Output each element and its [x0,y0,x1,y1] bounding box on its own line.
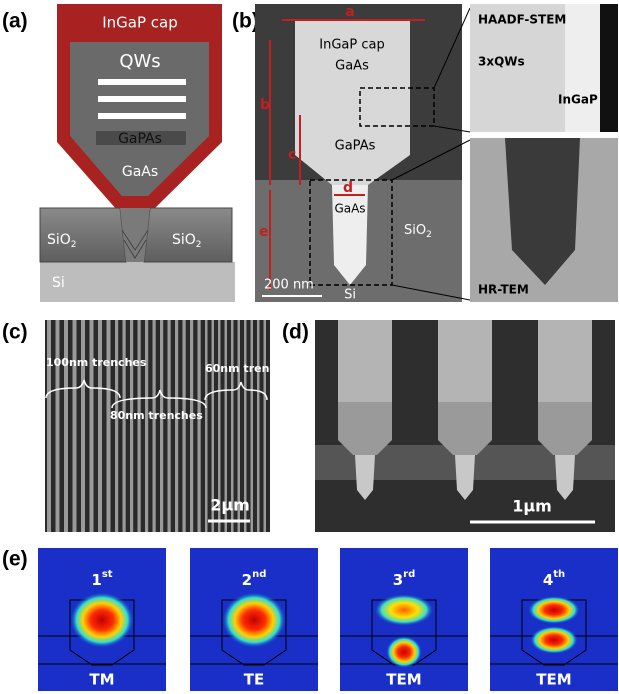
ridge-top [338,320,392,402]
trench-stripe [81,320,85,532]
trench-stripe [64,320,68,532]
trench-stripe [47,320,51,532]
ingap-band [565,4,600,132]
trench-stripe [115,320,118,532]
text: Si [52,275,65,291]
text: 100nm trenches [46,356,147,369]
trench-stripe [107,320,111,532]
mode-lobe [528,596,580,624]
trench-stripe [160,320,163,532]
qw [98,96,186,102]
text: 1μm [512,497,552,516]
trench-stripe [175,320,178,532]
mode-lobe [222,592,286,648]
panel-label: (b) [232,10,259,33]
order-suffix: rd [403,569,415,580]
trench-stripe [138,320,141,532]
trench-stripe [56,320,60,532]
trench-stripe [153,320,156,532]
ridge-top [538,320,592,402]
ridge-top [438,320,492,402]
panel-label: (a) [2,10,28,33]
ridge-base [538,402,592,455]
trench-stripe [73,320,77,532]
text: 3xQWs [478,55,525,69]
mode-polarization: TM [89,671,114,689]
trench-stripe [130,320,133,532]
dim-label: b [260,97,270,113]
text: Si [344,288,356,303]
text: QWs [119,51,160,72]
ridge-base [438,402,492,455]
trench-stripe [264,320,267,532]
trench-stripe [205,320,208,532]
qw [98,113,186,119]
text: 200 nm [264,278,314,293]
trench-stripe [168,320,171,532]
order-suffix: nd [252,569,266,580]
mode-polarization: TEM [536,671,571,689]
text: InGaP [558,93,598,107]
trench-stripe [257,320,260,532]
order-number: 2 [242,571,252,589]
order-number: 3 [393,571,403,589]
dim-label: e [259,224,269,240]
text: 60nm trenches [205,362,298,375]
mode-lobe [70,592,134,648]
text: InGaP cap [102,14,178,32]
dim-label: a [345,4,354,20]
text: GaPAs [335,139,376,154]
mode-panels: 1st TM 2nd TE 3rd TEM 4th TEM [38,548,618,691]
ridge-base [338,402,392,455]
trench-stripe [98,320,102,532]
panel-label: (e) [2,548,28,571]
trench-stripe [190,320,193,532]
panel-label: (c) [2,321,28,344]
order-suffix: st [102,569,113,580]
trench-stripe [90,320,94,532]
mode-polarization: TE [244,671,264,689]
text: 2μm [210,496,250,515]
edge [600,4,618,132]
text: 80nm trenches [110,409,203,422]
figure: (a) InGaP cap QWs GaPAs GaAs SiO2 SiO2 S… [0,0,619,694]
dim-label: d [343,180,353,196]
text: HAADF-STEM [478,13,566,27]
si-substrate [40,262,235,302]
trench-stripe [183,320,186,532]
dim-label: c [288,147,296,163]
mode-polarization: TEM [386,671,421,689]
mode-lobe [386,636,422,668]
text: GaAs [334,202,365,216]
order-suffix: th [553,569,565,580]
text: HR-TEM [478,283,529,297]
text: GaAs [335,59,369,74]
text: GaPAs [118,131,162,147]
order-number: 1 [91,571,101,589]
qw [98,79,186,85]
mode-lobe [374,594,434,626]
order-number: 4 [543,571,553,589]
text: GaAs [122,164,158,180]
panel-label: (d) [282,321,309,344]
mode-lobe [530,626,578,654]
trench-stripe [123,320,126,532]
text: InGaP cap [319,38,384,53]
trench-stripe [198,320,201,532]
trench-stripe [251,320,254,532]
trench-stripe [145,320,148,532]
